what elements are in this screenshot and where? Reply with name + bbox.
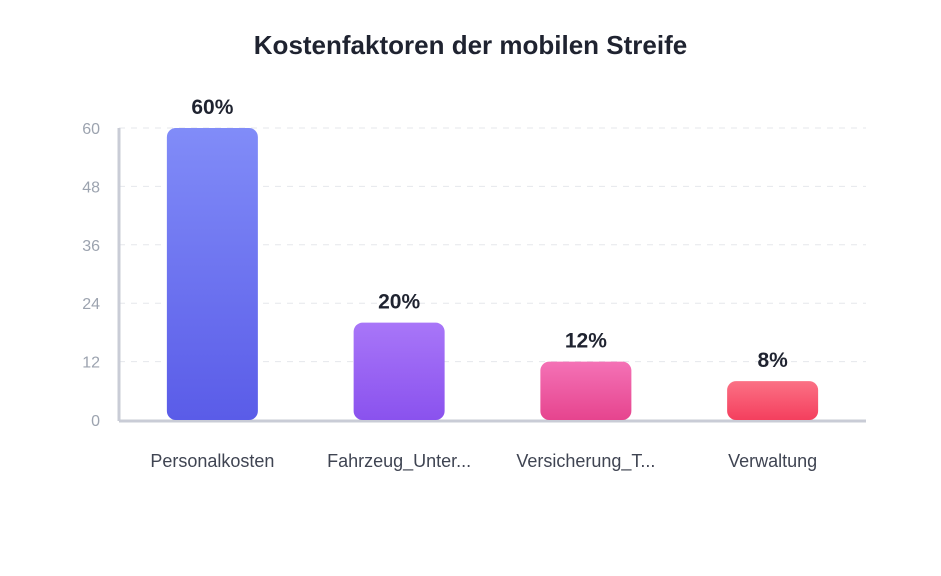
- bar: [353, 322, 445, 420]
- data-label: 20%: [378, 291, 420, 314]
- y-tick-label: 60: [82, 121, 100, 138]
- bar: [727, 381, 819, 420]
- x-tick-label: Versicherung_T...: [516, 451, 655, 472]
- y-tick-label: 0: [91, 413, 100, 430]
- x-tick-label: Personalkosten: [150, 451, 274, 471]
- data-label: 8%: [757, 349, 788, 372]
- y-tick-label: 12: [82, 355, 100, 372]
- y-tick-label: 36: [82, 238, 100, 255]
- bar: [166, 128, 258, 420]
- y-tick-label: 48: [82, 179, 100, 196]
- data-label: 12%: [565, 330, 607, 353]
- y-tick-label: 24: [82, 296, 100, 313]
- data-label: 60%: [191, 96, 233, 119]
- bar: [540, 361, 632, 420]
- x-tick-label: Fahrzeug_Unter...: [327, 451, 471, 472]
- x-tick-label: Verwaltung: [728, 451, 817, 471]
- chart-title: Kostenfaktoren der mobilen Streife: [253, 30, 688, 60]
